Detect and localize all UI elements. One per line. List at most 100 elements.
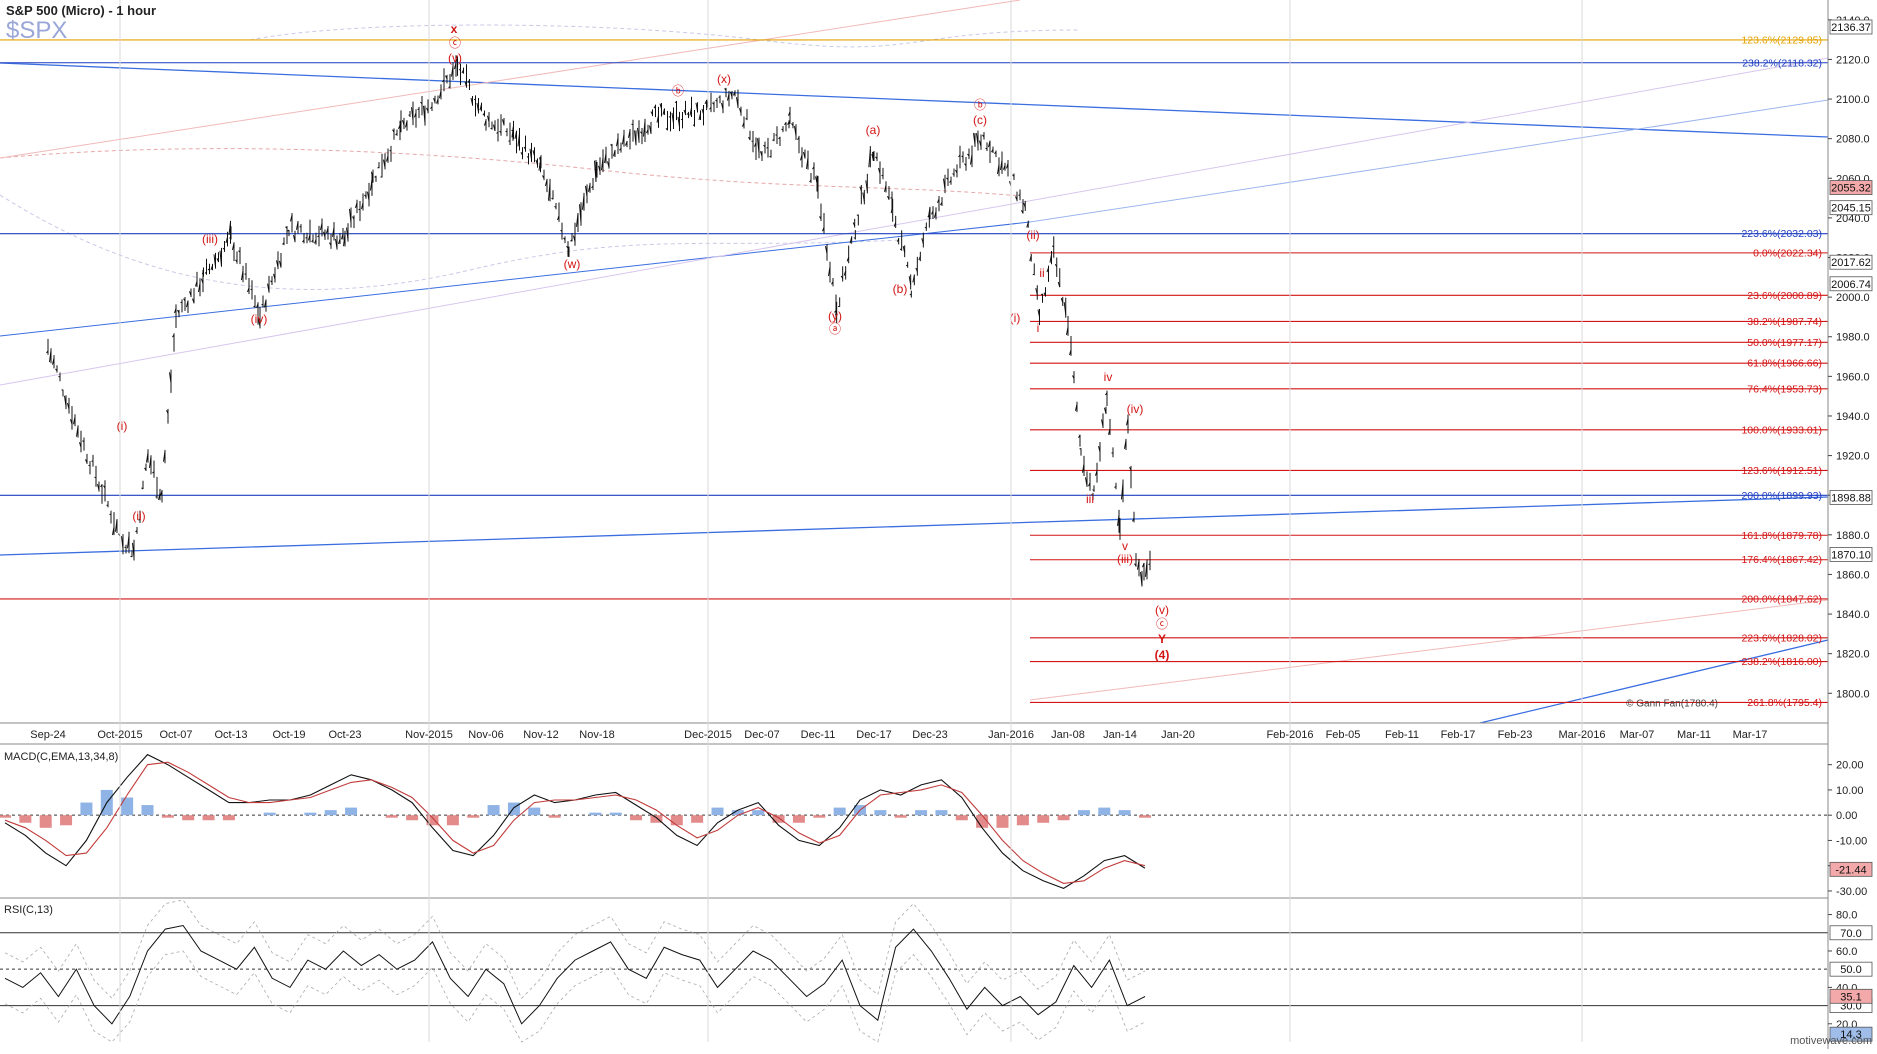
wave-label: (w) xyxy=(564,257,581,271)
rsi-lower-band xyxy=(5,951,1145,1042)
ohlc-open-tick xyxy=(925,227,927,228)
wave-label: (x) xyxy=(717,72,731,86)
ohlc-open-tick xyxy=(767,147,769,148)
ohlc-open-tick xyxy=(202,273,204,274)
macd-histogram-bar xyxy=(223,815,235,820)
wave-label: (ii) xyxy=(132,509,145,523)
x-tick-label: Nov-2015 xyxy=(405,729,453,741)
macd-histogram-bar xyxy=(793,815,805,823)
upper-channel-line xyxy=(0,63,1828,137)
x-tick-label: Feb-17 xyxy=(1441,729,1476,741)
y-tick-label: 1860.0 xyxy=(1836,569,1870,581)
x-tick-label: Jan-20 xyxy=(1161,729,1195,741)
ma-line-blue xyxy=(0,195,900,289)
wave-label: (iii) xyxy=(202,232,218,246)
fib-level-label: 123.6%(1912.51) xyxy=(1741,465,1822,477)
wave-label: ii xyxy=(1039,266,1044,280)
y-tick-label: 1960.0 xyxy=(1836,371,1870,383)
wave-label: iv xyxy=(1104,370,1113,384)
rsi-pane-title: RSI(C,13) xyxy=(4,904,53,916)
macd-y-label: -30.00 xyxy=(1836,886,1867,898)
rsi-series-line xyxy=(5,926,1145,1024)
wave-label: (4) xyxy=(1155,648,1170,662)
macd-series-line xyxy=(5,762,1145,883)
gann-fan-label: © Gann Fan(1780.4) xyxy=(1626,698,1718,709)
y-tick-label: 1800.0 xyxy=(1836,688,1870,700)
rsi-pane[interactable]: RSI(C,13) xyxy=(0,900,1828,1042)
ohlc-open-tick xyxy=(1052,246,1054,247)
fib-level-label: 223.6%(1828.02) xyxy=(1741,632,1822,644)
x-tick-label: Feb-23 xyxy=(1498,729,1533,741)
ohlc-open-tick xyxy=(491,128,493,129)
macd-histogram-bar xyxy=(80,803,92,816)
rsi-upper-band xyxy=(5,900,1145,998)
y-tick-label: 2080.0 xyxy=(1836,134,1870,146)
wave-label: (iv) xyxy=(1127,402,1144,416)
ohlc-open-tick xyxy=(693,125,695,126)
rsi-level-label: 70.0 xyxy=(1840,928,1861,940)
macd-histogram-bar xyxy=(142,805,154,815)
fib-level-label: 50.0%(1977.17) xyxy=(1747,337,1822,349)
macd-histogram-bar xyxy=(589,813,601,816)
macd-value-label: -21.44 xyxy=(1835,864,1866,876)
macd-histogram-bar xyxy=(915,810,927,815)
macd-histogram-bar xyxy=(630,815,642,820)
fib-level-label: 200.0%(1847.62) xyxy=(1741,593,1822,605)
x-tick-label: Nov-06 xyxy=(468,729,503,741)
macd-histogram-bar xyxy=(528,808,540,816)
x-tick-label: Dec-23 xyxy=(912,729,947,741)
x-tick-label: Dec-2015 xyxy=(684,729,732,741)
price-level-label: 1870.10 xyxy=(1831,549,1871,561)
y-tick-label: 1820.0 xyxy=(1836,649,1870,661)
gann-fan-line xyxy=(1480,640,1828,723)
motivewave-watermark: motivewave.com xyxy=(1790,1035,1872,1047)
wave-label: ⓑ xyxy=(974,98,986,112)
ohlc-open-tick xyxy=(59,376,61,377)
macd-histogram-bar xyxy=(406,815,418,820)
fib-level-label: 0.0%(2022.34) xyxy=(1753,247,1822,259)
wave-label: (y) xyxy=(828,309,842,323)
ohlc-open-tick xyxy=(375,176,377,177)
fib-level-label: 161.8%(1879.78) xyxy=(1741,530,1822,542)
x-tick-label: Feb-2016 xyxy=(1266,729,1313,741)
macd-pane[interactable]: MACD(C,EMA,13,34,8) xyxy=(0,751,1828,888)
y-tick-label: 1920.0 xyxy=(1836,451,1870,463)
ohlc-open-tick xyxy=(906,265,908,266)
wave-label: (iii) xyxy=(1117,552,1133,566)
price-pane[interactable]: 123.6%(2129.85)238.2%(2118.32)223.6%(203… xyxy=(0,0,1828,723)
wave-label: ⓒ xyxy=(1156,617,1168,631)
wave-label: (a) xyxy=(866,123,881,137)
fib-level-label: 100.0%(1933.01) xyxy=(1741,424,1822,436)
fib-level-label: 238.2%(1816.00) xyxy=(1741,656,1822,668)
fib-level-label: 23.6%(2000.89) xyxy=(1747,290,1822,302)
wave-label: (v) xyxy=(448,51,462,65)
wave-label: v xyxy=(1122,539,1128,553)
macd-histogram-bar xyxy=(182,815,194,820)
fib-level-label: 176.4%(1867.42) xyxy=(1741,554,1822,566)
x-tick-label: Oct-07 xyxy=(159,729,192,741)
ohlc-open-tick xyxy=(675,102,677,103)
price-level-label: 2006.74 xyxy=(1831,279,1871,291)
ohlc-open-tick xyxy=(418,109,420,110)
y-tick-label: 2120.0 xyxy=(1836,54,1870,66)
x-tick-label: Oct-19 xyxy=(272,729,305,741)
x-tick-label: Oct-2015 xyxy=(97,729,142,741)
x-tick-label: Mar-07 xyxy=(1620,729,1655,741)
wave-label: (v) xyxy=(1155,603,1169,617)
macd-histogram-bar xyxy=(610,813,622,816)
wave-label: iii xyxy=(1086,492,1094,506)
macd-histogram-bar xyxy=(325,810,337,815)
macd-histogram-bar xyxy=(264,813,276,816)
x-tick-label: Mar-17 xyxy=(1733,729,1768,741)
x-tick-label: Nov-18 xyxy=(579,729,614,741)
macd-histogram-bar xyxy=(345,808,357,816)
ma-line-top xyxy=(250,25,1080,47)
macd-histogram-bar xyxy=(0,815,11,818)
x-tick-label: Mar-2016 xyxy=(1558,729,1605,741)
price-level-label: 1898.88 xyxy=(1831,492,1871,504)
price-level-label: 2045.15 xyxy=(1831,203,1871,215)
y-tick-label: 1980.0 xyxy=(1836,332,1870,344)
macd-histogram-bar xyxy=(19,815,31,823)
